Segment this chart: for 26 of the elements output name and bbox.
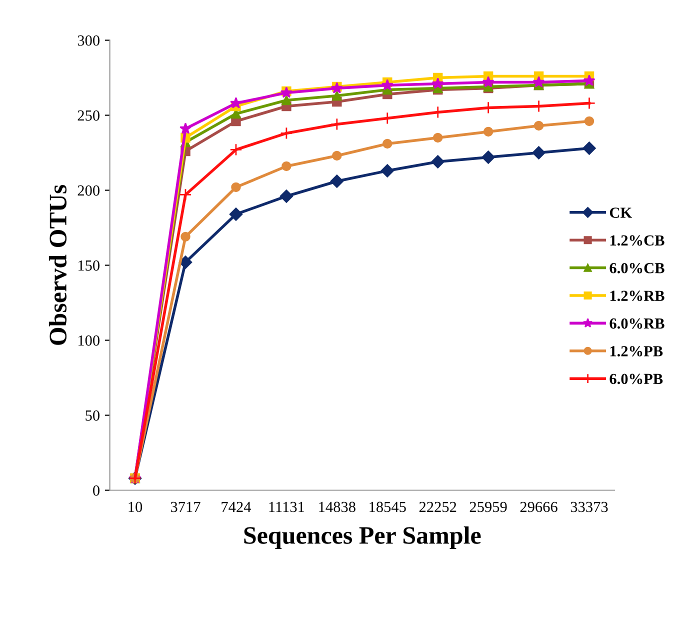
y-tick-label: 50 bbox=[86, 410, 100, 421]
legend-label: 6.0%CB bbox=[610, 262, 664, 274]
x-tick-label: 18545 bbox=[370, 502, 406, 512]
y-tick-label: 200 bbox=[78, 185, 100, 196]
y-tick-label: 150 bbox=[78, 260, 100, 271]
x-tick-label: 7424 bbox=[222, 502, 252, 512]
x-tick-label: 11131 bbox=[269, 502, 304, 512]
legend-label: 1.2%CB bbox=[610, 235, 664, 246]
y-tick-label: 250 bbox=[78, 110, 100, 121]
legend-label: 6.0%PB bbox=[610, 374, 663, 384]
legend-label: 1.2%PB bbox=[610, 346, 663, 356]
legend-label: 1.2%RB bbox=[610, 290, 664, 302]
x-tick-label: 22252 bbox=[419, 502, 456, 512]
y-tick-label: 0 bbox=[93, 485, 100, 496]
x-axis-title: Sequences Per Sample bbox=[244, 526, 481, 549]
x-tick-label: 25959 bbox=[470, 502, 507, 512]
legend-label: 6.0%RB bbox=[610, 318, 664, 329]
x-tick-label: 10 bbox=[128, 502, 142, 512]
y-axis-title: Observd OTUs bbox=[48, 184, 67, 345]
x-tick-label: 29666 bbox=[520, 502, 558, 512]
x-tick-label: 33373 bbox=[570, 502, 608, 512]
y-tick-label: 300 bbox=[78, 35, 100, 46]
x-tick-label: 14838 bbox=[319, 502, 356, 512]
legend-label: CK bbox=[610, 208, 632, 218]
y-tick-label: 100 bbox=[78, 335, 100, 346]
x-tick-label: 3717 bbox=[170, 502, 200, 512]
